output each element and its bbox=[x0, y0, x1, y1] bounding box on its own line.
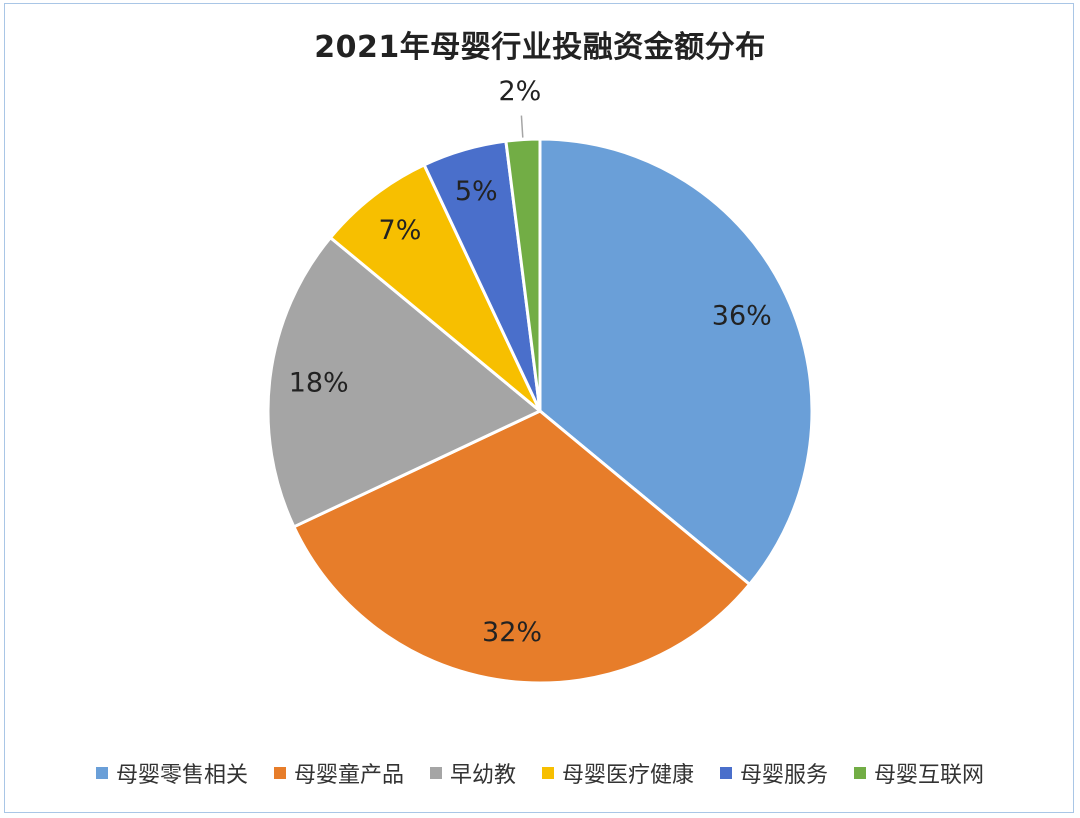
data-label-1: 36% bbox=[712, 301, 772, 332]
pie-slice-2 bbox=[291, 409, 752, 685]
legend-swatch-3 bbox=[429, 767, 442, 779]
legend-swatch-1 bbox=[95, 767, 108, 779]
pie-slice-3 bbox=[266, 235, 543, 529]
data-label-5: 5% bbox=[455, 176, 498, 207]
data-label-3: 18% bbox=[289, 368, 349, 399]
legend-item-1: 母婴零售相关 bbox=[95, 757, 248, 789]
data-label-2: 32% bbox=[482, 617, 542, 648]
legend-swatch-4 bbox=[542, 767, 554, 779]
pie-slice-4 bbox=[328, 162, 542, 413]
data-label-4: 7% bbox=[379, 215, 422, 246]
chart-title: 2021年母婴行业投融资金额分布 bbox=[314, 30, 766, 65]
legend-swatch-6 bbox=[854, 767, 867, 779]
leader-line-6 bbox=[520, 115, 524, 138]
pie-slice-6 bbox=[504, 137, 542, 412]
legend-label-3: 早幼教 bbox=[449, 763, 516, 788]
legend-item-2: 母婴童产品 bbox=[273, 757, 404, 789]
data-label-6: 2% bbox=[498, 76, 541, 107]
legend: 母婴零售相关 母婴童产品 早幼教 母婴医疗健康 母婴服务 母婴互联网 bbox=[0, 757, 1080, 789]
legend-item-6: 母婴互联网 bbox=[854, 757, 984, 789]
legend-label-1: 母婴零售相关 bbox=[115, 763, 248, 788]
legend-item-3: 早幼教 bbox=[429, 757, 516, 789]
legend-label-5: 母婴服务 bbox=[740, 763, 829, 788]
legend-label-2: 母婴童产品 bbox=[293, 763, 404, 788]
pie-slice-1 bbox=[538, 137, 814, 587]
legend-label-6: 母婴互联网 bbox=[874, 763, 985, 788]
legend-item-5: 母婴服务 bbox=[720, 757, 828, 789]
legend-item-4: 母婴医疗健康 bbox=[542, 757, 694, 789]
legend-swatch-5 bbox=[720, 767, 733, 779]
legend-swatch-2 bbox=[273, 767, 286, 779]
legend-label-4: 母婴医疗健康 bbox=[562, 763, 695, 788]
